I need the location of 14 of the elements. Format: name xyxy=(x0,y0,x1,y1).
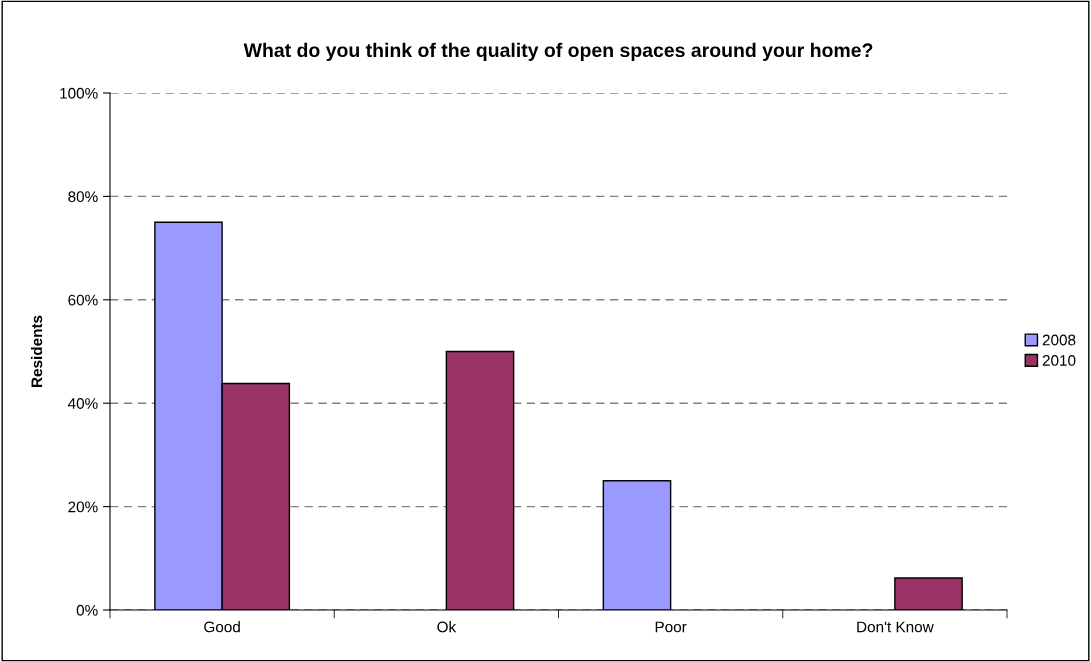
legend-label: 2010 xyxy=(1042,355,1076,366)
y-tick-label: 20% xyxy=(68,501,98,513)
x-tick-label: Good xyxy=(204,621,240,633)
legend-label: 2008 xyxy=(1042,334,1076,346)
x-tick-label: Don't Know xyxy=(857,621,934,633)
chart-title: What do you think of the quality of open spaces around your home? xyxy=(243,42,873,61)
x-tick-label: Poor xyxy=(655,621,687,633)
y-tick-label: 40% xyxy=(67,398,98,409)
y-tick-label: 80% xyxy=(68,191,98,203)
y-tick-label: 100% xyxy=(60,87,98,99)
y-axis-title: Residents xyxy=(30,315,43,387)
y-tick-label: 60% xyxy=(68,294,98,306)
x-tick-label: Ok xyxy=(437,621,457,633)
y-tick-label: 0% xyxy=(76,604,98,616)
